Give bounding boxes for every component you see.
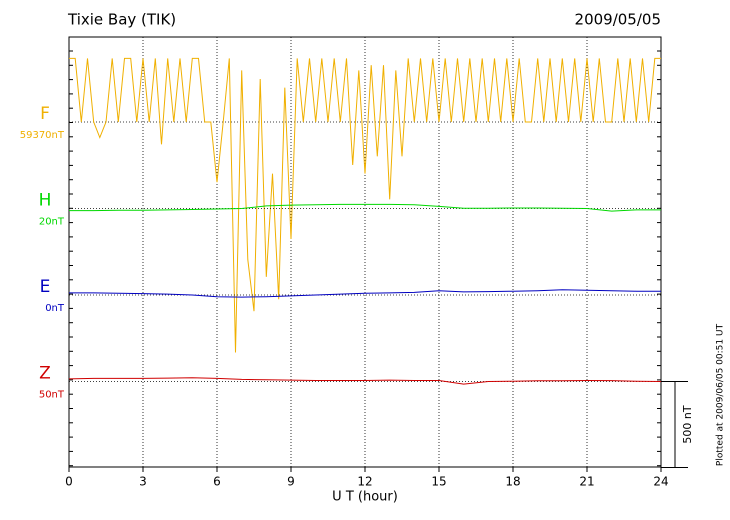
baseline-label: 59370nT (20, 130, 65, 141)
x-tick-label: 24 (653, 475, 668, 489)
plot-frame (68, 36, 662, 468)
x-tick-label: 3 (139, 475, 147, 489)
baseline-label: 0nT (45, 303, 65, 314)
x-tick-label: 18 (505, 475, 520, 489)
x-tick-label: 21 (579, 475, 594, 489)
x-tick-label: 12 (357, 475, 372, 489)
series-name: F (40, 104, 50, 124)
date: 2009/05/05 (575, 11, 661, 29)
baseline-label: 50nT (39, 390, 65, 401)
series-line (68, 377, 662, 385)
x-tick-label: 0 (65, 475, 73, 489)
x-tick-label: 15 (431, 475, 446, 489)
series-line (69, 203, 661, 212)
baseline-label: 20nT (39, 217, 65, 228)
x-tick-label: 6 (213, 475, 221, 489)
scale-bar-label: 500 nT (681, 405, 694, 443)
series-line (69, 289, 661, 298)
series-name: H (39, 191, 52, 211)
x-tick-label: 9 (287, 475, 295, 489)
chart-title: Tixie Bay (TIK) (67, 11, 176, 29)
series-name: Z (39, 364, 51, 384)
series-name: E (40, 277, 51, 297)
series-line (69, 57, 661, 353)
x-axis-label: U T (hour) (332, 490, 398, 505)
footnote: Plotted at 2009/06/05 00:51 UT (716, 323, 726, 466)
